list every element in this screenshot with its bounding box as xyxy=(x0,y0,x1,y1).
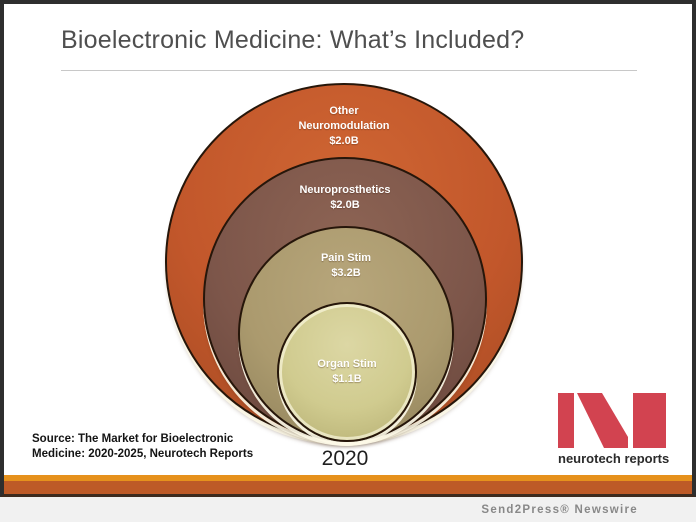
source-note: Source: The Market for Bioelectronic Med… xyxy=(32,432,253,462)
bottom-stripe-main xyxy=(4,481,692,494)
slide: Bioelectronic Medicine: What’s Included?… xyxy=(0,0,696,497)
source-line-2: Medicine: 2020-2025, Neurotech Reports xyxy=(32,448,254,460)
logo-square xyxy=(633,393,666,448)
logo-n-diagonal xyxy=(577,393,628,448)
bottom-stripe-top xyxy=(4,475,692,481)
circle-label-pain-stim: Pain Stim $3.2B xyxy=(320,252,372,279)
logo-wordmark: neurotech reports xyxy=(558,451,670,466)
circle-label-organ-stim: Organ Stim $1.1B xyxy=(317,358,377,385)
neurotech-logo: neurotech reports xyxy=(558,393,690,466)
circle-label-other-neuromodulation: Other Neuromodulation $2.0B xyxy=(298,105,390,147)
year-label: 2020 xyxy=(321,447,369,470)
page-title: Bioelectronic Medicine: What’s Included? xyxy=(61,26,525,54)
nested-circles-chart: Other Neuromodulation $2.0B Neuroprosthetic… xyxy=(4,4,692,494)
footer: Send2Press® Newswire xyxy=(0,497,696,522)
circle-label-neuroprosthetics: Neuroprosthetics $2.0B xyxy=(299,184,391,211)
title-divider xyxy=(61,70,637,71)
source-line-1: Source: The Market for Bioelectronic xyxy=(32,433,234,445)
logo-n-left-bar xyxy=(558,393,574,448)
send2press-label: Send2Press® Newswire xyxy=(481,503,638,516)
neurotech-n-icon xyxy=(558,393,666,448)
circle-organ-stim xyxy=(277,302,417,442)
